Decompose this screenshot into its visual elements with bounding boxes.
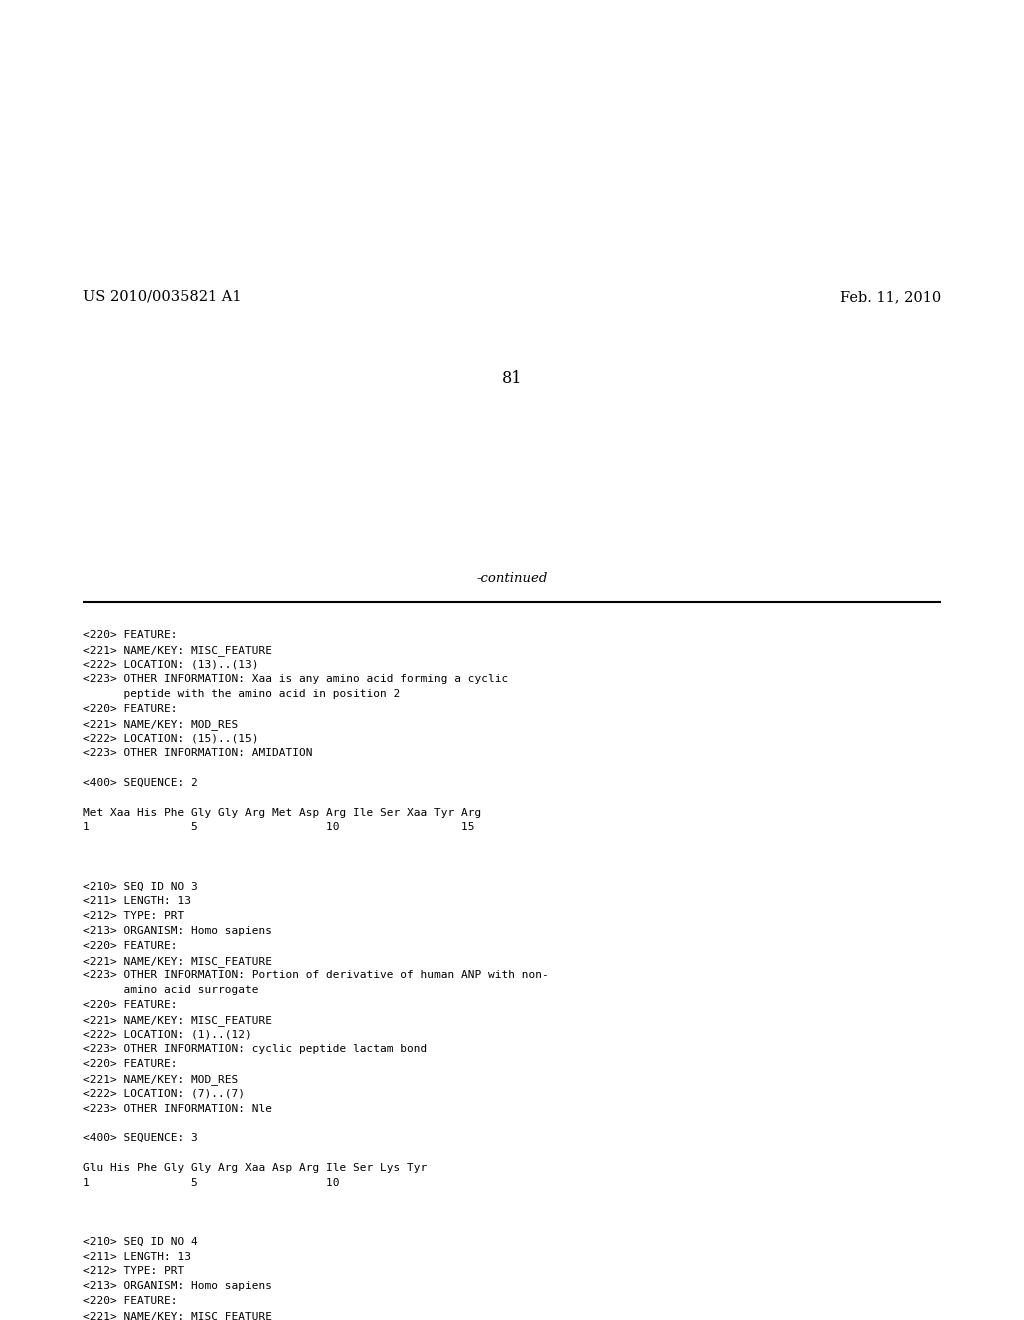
Text: <221> NAME/KEY: MOD_RES: <221> NAME/KEY: MOD_RES	[83, 1074, 239, 1085]
Text: peptide with the amino acid in position 2: peptide with the amino acid in position …	[83, 689, 400, 700]
Text: 1               5                   10: 1 5 10	[83, 1177, 340, 1188]
Text: <221> NAME/KEY: MISC_FEATURE: <221> NAME/KEY: MISC_FEATURE	[83, 956, 272, 966]
Text: <211> LENGTH: 13: <211> LENGTH: 13	[83, 896, 191, 907]
Text: <221> NAME/KEY: MISC_FEATURE: <221> NAME/KEY: MISC_FEATURE	[83, 1311, 272, 1320]
Text: <213> ORGANISM: Homo sapiens: <213> ORGANISM: Homo sapiens	[83, 927, 272, 936]
Text: <221> NAME/KEY: MISC_FEATURE: <221> NAME/KEY: MISC_FEATURE	[83, 644, 272, 656]
Text: <212> TYPE: PRT: <212> TYPE: PRT	[83, 1266, 184, 1276]
Text: -continued: -continued	[476, 572, 548, 585]
Text: 81: 81	[502, 370, 522, 387]
Text: US 2010/0035821 A1: US 2010/0035821 A1	[83, 290, 242, 304]
Text: <223> OTHER INFORMATION: Xaa is any amino acid forming a cyclic: <223> OTHER INFORMATION: Xaa is any amin…	[83, 675, 508, 684]
Text: Feb. 11, 2010: Feb. 11, 2010	[840, 290, 941, 304]
Text: <400> SEQUENCE: 2: <400> SEQUENCE: 2	[83, 777, 198, 788]
Text: <220> FEATURE:: <220> FEATURE:	[83, 1001, 177, 1010]
Text: <223> OTHER INFORMATION: Nle: <223> OTHER INFORMATION: Nle	[83, 1104, 272, 1114]
Text: <220> FEATURE:: <220> FEATURE:	[83, 704, 177, 714]
Text: <222> LOCATION: (7)..(7): <222> LOCATION: (7)..(7)	[83, 1089, 245, 1098]
Text: Met Xaa His Phe Gly Gly Arg Met Asp Arg Ile Ser Xaa Tyr Arg: Met Xaa His Phe Gly Gly Arg Met Asp Arg …	[83, 808, 481, 817]
Text: <210> SEQ ID NO 3: <210> SEQ ID NO 3	[83, 882, 198, 891]
Text: <222> LOCATION: (13)..(13): <222> LOCATION: (13)..(13)	[83, 660, 258, 669]
Text: <210> SEQ ID NO 4: <210> SEQ ID NO 4	[83, 1237, 198, 1247]
Text: <400> SEQUENCE: 3: <400> SEQUENCE: 3	[83, 1133, 198, 1143]
Text: <220> FEATURE:: <220> FEATURE:	[83, 941, 177, 950]
Text: <221> NAME/KEY: MOD_RES: <221> NAME/KEY: MOD_RES	[83, 719, 239, 730]
Text: <223> OTHER INFORMATION: AMIDATION: <223> OTHER INFORMATION: AMIDATION	[83, 748, 312, 759]
Text: <211> LENGTH: 13: <211> LENGTH: 13	[83, 1251, 191, 1262]
Text: <220> FEATURE:: <220> FEATURE:	[83, 1296, 177, 1305]
Text: <220> FEATURE:: <220> FEATURE:	[83, 630, 177, 640]
Text: <222> LOCATION: (1)..(12): <222> LOCATION: (1)..(12)	[83, 1030, 252, 1040]
Text: <212> TYPE: PRT: <212> TYPE: PRT	[83, 911, 184, 921]
Text: <223> OTHER INFORMATION: cyclic peptide lactam bond: <223> OTHER INFORMATION: cyclic peptide …	[83, 1044, 427, 1055]
Text: amino acid surrogate: amino acid surrogate	[83, 985, 258, 995]
Text: <220> FEATURE:: <220> FEATURE:	[83, 1059, 177, 1069]
Text: <221> NAME/KEY: MISC_FEATURE: <221> NAME/KEY: MISC_FEATURE	[83, 1015, 272, 1026]
Text: <223> OTHER INFORMATION: Portion of derivative of human ANP with non-: <223> OTHER INFORMATION: Portion of deri…	[83, 970, 549, 981]
Text: <213> ORGANISM: Homo sapiens: <213> ORGANISM: Homo sapiens	[83, 1282, 272, 1291]
Text: Glu His Phe Gly Gly Arg Xaa Asp Arg Ile Ser Lys Tyr: Glu His Phe Gly Gly Arg Xaa Asp Arg Ile …	[83, 1163, 427, 1172]
Text: <222> LOCATION: (15)..(15): <222> LOCATION: (15)..(15)	[83, 734, 258, 743]
Text: 1               5                   10                  15: 1 5 10 15	[83, 822, 474, 833]
